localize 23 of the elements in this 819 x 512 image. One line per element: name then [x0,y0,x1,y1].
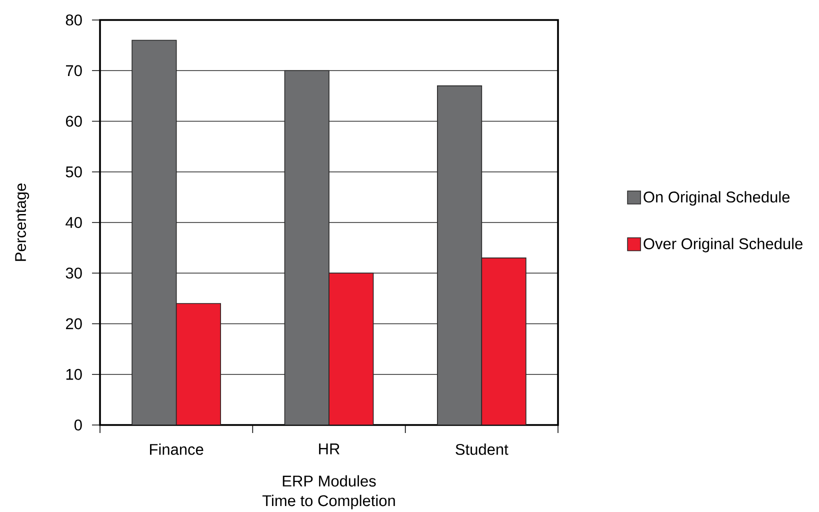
y-tick-label: 50 [66,166,82,178]
y-tick-label: 70 [66,65,82,76]
text: Time to Completion [262,494,395,510]
y-tick-label: 60 [66,116,82,127]
y-tick-label: 10 [66,368,82,380]
y-tick-label: 20 [66,318,82,330]
legend-label: Over Original Schedule [644,238,802,252]
legend-label: On Original Schedule [644,191,790,206]
x-tick-label: HR [319,444,340,454]
x-axis-title: ERP Modules [282,475,376,487]
y-axis-title: Percentage [15,184,30,261]
y-tick-label: 80 [66,14,82,26]
bar [481,258,526,425]
bar [284,70,330,425]
y-tick-label: 0 [74,420,82,430]
x-tick-label: Student [456,444,508,455]
x-tick-label: Finance [150,444,204,455]
bar [436,85,482,425]
bar [328,272,374,425]
bar [132,40,177,425]
y-tick-label: 30 [66,268,82,279]
bar [176,303,222,425]
y-tick-label: 40 [66,217,82,228]
